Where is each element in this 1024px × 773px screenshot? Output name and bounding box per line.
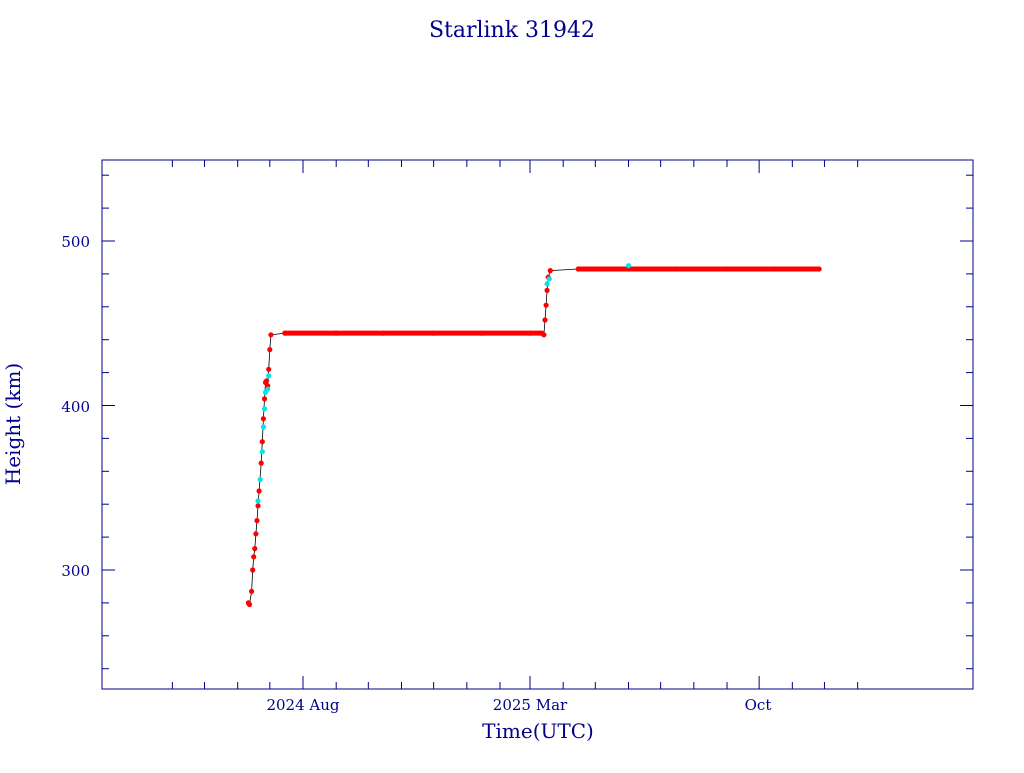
primary-point-29 [543, 302, 549, 308]
tick-marks [102, 160, 973, 689]
primary-point-1 [246, 601, 253, 608]
secondary-point-8 [544, 281, 550, 287]
series-connector-line [248, 268, 820, 606]
secondary-point-9 [546, 276, 552, 282]
primary-point-8 [255, 503, 261, 509]
secondary-point-3 [260, 424, 266, 430]
plot-area [101, 159, 974, 690]
primary-point-18 [267, 347, 273, 353]
secondary-point-10 [625, 263, 632, 269]
primary-point-11 [259, 439, 265, 445]
data-points-layer [245, 263, 822, 608]
primary-point-10 [258, 460, 264, 466]
primary-point-17 [266, 366, 272, 372]
secondary-point-1 [257, 476, 263, 483]
x-axis-label: Time(UTC) [482, 719, 594, 743]
primary-point-38 [816, 266, 822, 272]
primary-point-30 [544, 287, 550, 293]
primary-point-7 [254, 518, 260, 524]
primary-point-9 [256, 488, 262, 494]
connector-line-layer [248, 268, 820, 606]
y-tick-label-300: 300 [61, 562, 90, 580]
secondary-point-2 [259, 449, 265, 455]
x-tick-label-2024-aug: 2024 Aug [266, 696, 339, 714]
chart-title: Starlink 31942 [429, 18, 595, 43]
x-tick-label-2025-mar: 2025 Mar [493, 696, 568, 714]
primary-point-13 [261, 396, 268, 402]
primary-point-5 [252, 546, 258, 552]
secondary-point-7 [266, 373, 272, 379]
primary-point-32 [547, 268, 553, 274]
secondary-point-6 [265, 386, 271, 392]
primary-point-3 [250, 567, 256, 573]
primary-point-4 [251, 554, 257, 560]
y-tick-label-500: 500 [61, 233, 90, 251]
plot-frame [101, 159, 974, 690]
primary-point-2 [249, 588, 255, 595]
secondary-point-0 [255, 498, 261, 504]
x-tick-label-oct: Oct [745, 696, 772, 714]
primary-point-27 [541, 332, 547, 338]
primary-point-12 [260, 416, 266, 422]
secondary-point-4 [261, 406, 268, 412]
tick-labels: 300 400 500 2024 Aug 2025 Mar Oct [61, 233, 771, 714]
primary-point-28 [542, 317, 548, 323]
primary-point-6 [253, 531, 259, 537]
y-tick-label-400: 400 [61, 398, 90, 416]
primary-point-15 [264, 378, 270, 384]
y-axis-label: Height (km) [1, 363, 25, 485]
primary-point-19 [268, 332, 274, 338]
